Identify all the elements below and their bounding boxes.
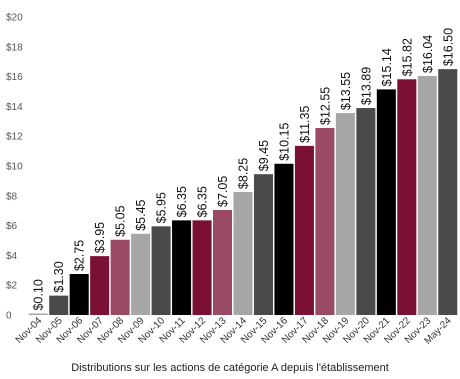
data-label: $16.50 <box>441 28 455 66</box>
data-label: $7.05 <box>216 176 230 207</box>
y-tick-label: $14 <box>6 102 23 113</box>
y-tick-label: 0 <box>6 311 12 322</box>
data-label: $15.82 <box>400 38 414 76</box>
bar <box>438 69 458 316</box>
x-axis: Nov-04Nov-05Nov-06Nov-07Nov-08Nov-09Nov-… <box>14 315 454 347</box>
bar <box>192 220 212 315</box>
data-label: $6.35 <box>175 186 189 217</box>
bar <box>397 79 417 315</box>
data-label: $16.04 <box>421 35 435 73</box>
bar <box>315 128 335 315</box>
data-label: $13.89 <box>359 67 373 105</box>
bar <box>69 274 89 315</box>
data-label: $12.55 <box>318 87 332 125</box>
bar <box>417 76 437 315</box>
data-label: $5.05 <box>114 205 128 236</box>
y-tick-label: $12 <box>6 132 23 143</box>
bars <box>28 69 458 316</box>
y-tick-label: $2 <box>6 281 18 292</box>
y-tick-label: $18 <box>6 42 23 53</box>
y-tick-label: $6 <box>6 221 18 232</box>
bar <box>172 220 192 315</box>
y-tick-label: $8 <box>6 191 18 202</box>
data-labels: $0.10 $1.30 $2.75 $3.95 $5.05 $5.45 $5.95 $6.35… <box>32 28 456 311</box>
bar <box>253 174 273 315</box>
data-label: $1.30 <box>52 261 66 292</box>
data-label: $6.35 <box>196 186 210 217</box>
bar <box>335 113 355 315</box>
data-label: $0.10 <box>32 279 46 310</box>
bar <box>233 192 253 315</box>
data-label: $11.35 <box>298 106 312 143</box>
bar <box>274 163 294 315</box>
bar <box>131 233 151 315</box>
y-tick-label: $10 <box>6 162 23 173</box>
data-label: $3.95 <box>93 222 107 253</box>
y-tick-label: $4 <box>6 251 18 262</box>
bar <box>49 295 69 315</box>
bar <box>151 226 171 315</box>
y-tick-label: $20 <box>6 13 23 24</box>
x-axis-label: Distributions sur les actions de catégor… <box>71 362 389 374</box>
data-label: $15.14 <box>380 48 394 86</box>
data-label: $13.55 <box>339 72 353 110</box>
bar <box>356 108 376 315</box>
bar <box>294 145 314 315</box>
bar <box>376 89 396 315</box>
data-label: $2.75 <box>73 240 87 271</box>
data-label: $8.25 <box>237 158 251 189</box>
bar <box>90 256 110 315</box>
data-label: $5.95 <box>155 192 169 223</box>
y-tick-label: $16 <box>6 72 23 83</box>
bar <box>110 239 130 315</box>
bar <box>213 209 233 315</box>
bar <box>28 313 48 315</box>
y-axis: 0 $2 $4 $6 $8 $10 $12 $14 $16 $18 $20 <box>6 13 23 322</box>
data-label: $10.15 <box>277 122 291 160</box>
data-label: $5.45 <box>134 199 148 230</box>
data-label: $9.45 <box>257 140 271 171</box>
